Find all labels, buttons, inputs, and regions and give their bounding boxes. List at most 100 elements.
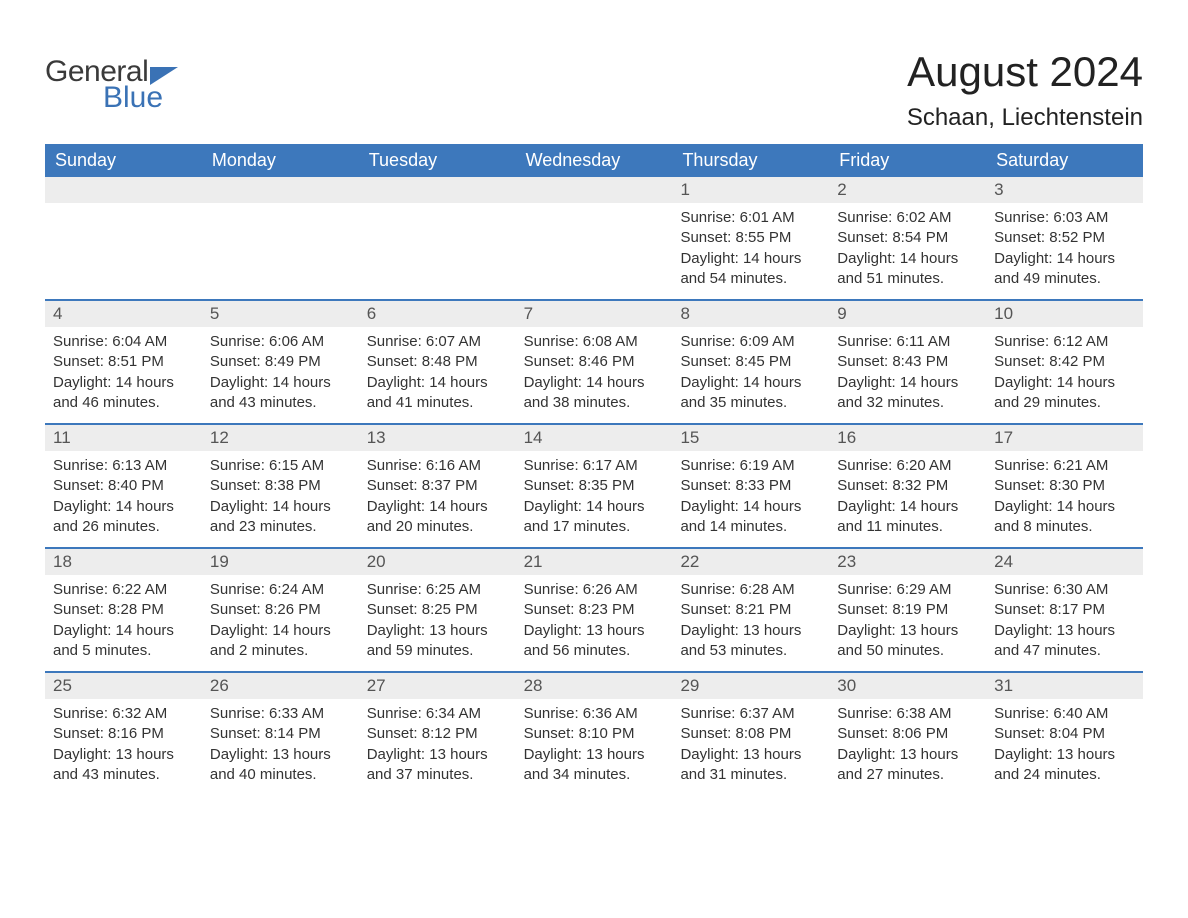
calendar-cell: 30Sunrise: 6:38 AMSunset: 8:06 PMDayligh… (829, 673, 986, 795)
title-block: August 2024 Schaan, Liechtenstein (907, 30, 1143, 132)
month-title: August 2024 (907, 48, 1143, 96)
day-number: 31 (986, 673, 1143, 699)
day-data: Sunrise: 6:30 AMSunset: 8:17 PMDaylight:… (986, 575, 1143, 669)
day-number (359, 177, 516, 203)
sunset-text: Sunset: 8:28 PM (53, 600, 194, 620)
sunrise-text: Sunrise: 6:06 AM (210, 332, 351, 352)
day-data: Sunrise: 6:38 AMSunset: 8:06 PMDaylight:… (829, 699, 986, 793)
sunset-text: Sunset: 8:51 PM (53, 352, 194, 372)
calendar-cell: 3Sunrise: 6:03 AMSunset: 8:52 PMDaylight… (986, 177, 1143, 299)
daylight-text: Daylight: 14 hours and 11 minutes. (837, 497, 978, 538)
calendar-cell: 1Sunrise: 6:01 AMSunset: 8:55 PMDaylight… (672, 177, 829, 299)
day-header-row: SundayMondayTuesdayWednesdayThursdayFrid… (45, 144, 1143, 177)
daylight-text: Daylight: 14 hours and 5 minutes. (53, 621, 194, 662)
day-number: 22 (672, 549, 829, 575)
day-data: Sunrise: 6:12 AMSunset: 8:42 PMDaylight:… (986, 327, 1143, 421)
daylight-text: Daylight: 14 hours and 23 minutes. (210, 497, 351, 538)
sunrise-text: Sunrise: 6:26 AM (524, 580, 665, 600)
day-data: Sunrise: 6:34 AMSunset: 8:12 PMDaylight:… (359, 699, 516, 793)
day-number: 28 (516, 673, 673, 699)
day-number: 21 (516, 549, 673, 575)
daylight-text: Daylight: 14 hours and 14 minutes. (680, 497, 821, 538)
day-data: Sunrise: 6:26 AMSunset: 8:23 PMDaylight:… (516, 575, 673, 669)
sunset-text: Sunset: 8:04 PM (994, 724, 1135, 744)
sunrise-text: Sunrise: 6:25 AM (367, 580, 508, 600)
daylight-text: Daylight: 13 hours and 56 minutes. (524, 621, 665, 662)
sunset-text: Sunset: 8:06 PM (837, 724, 978, 744)
day-data: Sunrise: 6:04 AMSunset: 8:51 PMDaylight:… (45, 327, 202, 421)
daylight-text: Daylight: 14 hours and 8 minutes. (994, 497, 1135, 538)
calendar-cell: 25Sunrise: 6:32 AMSunset: 8:16 PMDayligh… (45, 673, 202, 795)
calendar-cell (202, 177, 359, 299)
sunset-text: Sunset: 8:49 PM (210, 352, 351, 372)
daylight-text: Daylight: 14 hours and 38 minutes. (524, 373, 665, 414)
daylight-text: Daylight: 14 hours and 2 minutes. (210, 621, 351, 662)
sunset-text: Sunset: 8:12 PM (367, 724, 508, 744)
sunrise-text: Sunrise: 6:32 AM (53, 704, 194, 724)
day-number: 30 (829, 673, 986, 699)
day-data: Sunrise: 6:29 AMSunset: 8:19 PMDaylight:… (829, 575, 986, 669)
daylight-text: Daylight: 13 hours and 37 minutes. (367, 745, 508, 786)
sunset-text: Sunset: 8:26 PM (210, 600, 351, 620)
sunset-text: Sunset: 8:30 PM (994, 476, 1135, 496)
daylight-text: Daylight: 13 hours and 53 minutes. (680, 621, 821, 662)
sunset-text: Sunset: 8:16 PM (53, 724, 194, 744)
day-data: Sunrise: 6:09 AMSunset: 8:45 PMDaylight:… (672, 327, 829, 421)
sunrise-text: Sunrise: 6:13 AM (53, 456, 194, 476)
daylight-text: Daylight: 13 hours and 40 minutes. (210, 745, 351, 786)
day-data: Sunrise: 6:11 AMSunset: 8:43 PMDaylight:… (829, 327, 986, 421)
daylight-text: Daylight: 13 hours and 43 minutes. (53, 745, 194, 786)
day-number: 15 (672, 425, 829, 451)
day-data: Sunrise: 6:20 AMSunset: 8:32 PMDaylight:… (829, 451, 986, 545)
day-number (516, 177, 673, 203)
day-number: 23 (829, 549, 986, 575)
calendar-cell: 15Sunrise: 6:19 AMSunset: 8:33 PMDayligh… (672, 425, 829, 547)
day-data: Sunrise: 6:22 AMSunset: 8:28 PMDaylight:… (45, 575, 202, 669)
daylight-text: Daylight: 14 hours and 51 minutes. (837, 249, 978, 290)
calendar-cell: 17Sunrise: 6:21 AMSunset: 8:30 PMDayligh… (986, 425, 1143, 547)
day-number: 7 (516, 301, 673, 327)
calendar-cell: 21Sunrise: 6:26 AMSunset: 8:23 PMDayligh… (516, 549, 673, 671)
day-number: 8 (672, 301, 829, 327)
sunrise-text: Sunrise: 6:02 AM (837, 208, 978, 228)
sunset-text: Sunset: 8:14 PM (210, 724, 351, 744)
sunrise-text: Sunrise: 6:04 AM (53, 332, 194, 352)
sunrise-text: Sunrise: 6:01 AM (680, 208, 821, 228)
calendar-cell: 26Sunrise: 6:33 AMSunset: 8:14 PMDayligh… (202, 673, 359, 795)
logo: General Blue (45, 55, 178, 115)
sunset-text: Sunset: 8:37 PM (367, 476, 508, 496)
sunset-text: Sunset: 8:23 PM (524, 600, 665, 620)
day-number: 4 (45, 301, 202, 327)
calendar-cell: 7Sunrise: 6:08 AMSunset: 8:46 PMDaylight… (516, 301, 673, 423)
sunset-text: Sunset: 8:45 PM (680, 352, 821, 372)
sunrise-text: Sunrise: 6:36 AM (524, 704, 665, 724)
day-number: 3 (986, 177, 1143, 203)
daylight-text: Daylight: 14 hours and 32 minutes. (837, 373, 978, 414)
sunset-text: Sunset: 8:10 PM (524, 724, 665, 744)
day-data: Sunrise: 6:06 AMSunset: 8:49 PMDaylight:… (202, 327, 359, 421)
day-number (45, 177, 202, 203)
day-number: 29 (672, 673, 829, 699)
daylight-text: Daylight: 13 hours and 34 minutes. (524, 745, 665, 786)
day-number: 13 (359, 425, 516, 451)
sunrise-text: Sunrise: 6:29 AM (837, 580, 978, 600)
day-number: 26 (202, 673, 359, 699)
calendar-cell: 14Sunrise: 6:17 AMSunset: 8:35 PMDayligh… (516, 425, 673, 547)
daylight-text: Daylight: 14 hours and 49 minutes. (994, 249, 1135, 290)
calendar-cell: 20Sunrise: 6:25 AMSunset: 8:25 PMDayligh… (359, 549, 516, 671)
sunset-text: Sunset: 8:32 PM (837, 476, 978, 496)
day-data: Sunrise: 6:16 AMSunset: 8:37 PMDaylight:… (359, 451, 516, 545)
sunset-text: Sunset: 8:54 PM (837, 228, 978, 248)
day-data: Sunrise: 6:07 AMSunset: 8:48 PMDaylight:… (359, 327, 516, 421)
calendar-cell: 29Sunrise: 6:37 AMSunset: 8:08 PMDayligh… (672, 673, 829, 795)
calendar-cell (359, 177, 516, 299)
sunset-text: Sunset: 8:17 PM (994, 600, 1135, 620)
day-data: Sunrise: 6:33 AMSunset: 8:14 PMDaylight:… (202, 699, 359, 793)
day-data: Sunrise: 6:25 AMSunset: 8:25 PMDaylight:… (359, 575, 516, 669)
sunrise-text: Sunrise: 6:15 AM (210, 456, 351, 476)
daylight-text: Daylight: 13 hours and 24 minutes. (994, 745, 1135, 786)
daylight-text: Daylight: 14 hours and 43 minutes. (210, 373, 351, 414)
sunrise-text: Sunrise: 6:07 AM (367, 332, 508, 352)
daylight-text: Daylight: 14 hours and 41 minutes. (367, 373, 508, 414)
sunrise-text: Sunrise: 6:37 AM (680, 704, 821, 724)
